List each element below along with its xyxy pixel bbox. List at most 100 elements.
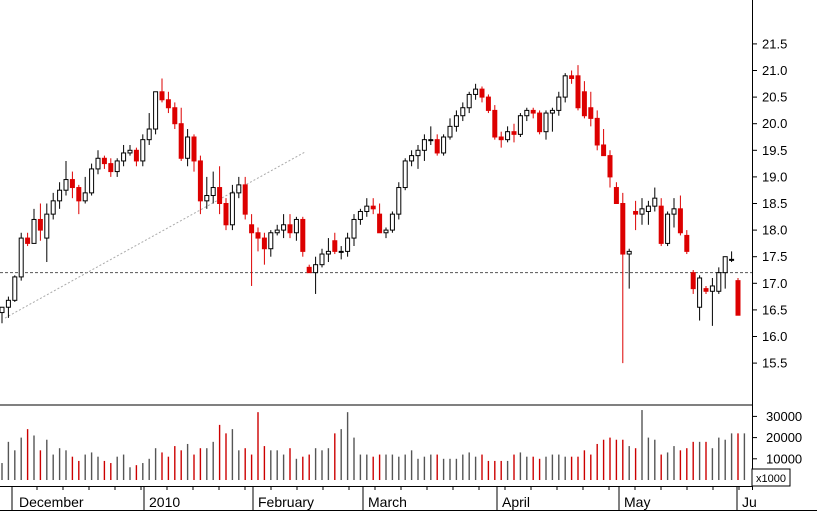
candle-body	[729, 258, 735, 261]
candle	[204, 176, 210, 209]
candle-body	[255, 232, 261, 239]
trend-line	[4, 151, 306, 319]
candle	[543, 110, 549, 140]
candle	[569, 70, 575, 84]
candle	[114, 158, 120, 177]
candle-body	[402, 160, 408, 189]
candle-body	[12, 276, 18, 301]
candle-body	[127, 149, 133, 154]
candle-body	[159, 91, 165, 101]
candle-body	[364, 205, 370, 212]
candle-body	[223, 203, 229, 226]
candle	[108, 158, 114, 177]
candle	[492, 105, 498, 140]
candle-body	[357, 210, 363, 220]
price-tick-label: 21.0	[762, 63, 787, 78]
candle	[133, 147, 139, 167]
candle	[537, 110, 543, 135]
candle	[121, 144, 127, 167]
candle-body	[191, 136, 197, 162]
volume-axis-labels: 10000 20000 30000	[752, 409, 802, 466]
candle	[332, 232, 338, 255]
candle	[357, 208, 363, 225]
candle-body	[370, 205, 376, 210]
candle-body	[652, 197, 658, 207]
candle	[50, 192, 56, 220]
candle-body	[537, 112, 543, 133]
candle	[716, 267, 722, 294]
candle	[12, 275, 18, 302]
candle-body	[325, 250, 331, 255]
candle	[505, 126, 511, 143]
candle	[607, 150, 613, 188]
price-tick-label: 19.0	[762, 169, 787, 184]
candle	[268, 230, 274, 257]
candle	[671, 198, 677, 228]
candle-body	[338, 250, 344, 253]
candle	[325, 238, 331, 263]
candle	[191, 134, 197, 172]
candle	[95, 150, 101, 175]
candle	[345, 232, 351, 257]
candle-body	[121, 152, 127, 162]
candle-body	[114, 160, 120, 173]
candle	[377, 203, 383, 234]
candle-body	[351, 218, 357, 239]
candle-body	[588, 107, 594, 119]
time-tick-label: Ju	[742, 494, 757, 510]
candle-body	[594, 117, 600, 146]
candle	[581, 81, 587, 119]
candle	[293, 216, 299, 241]
candle	[249, 214, 255, 286]
candle	[556, 91, 562, 116]
candle-body	[37, 218, 43, 231]
candle-body	[25, 237, 31, 244]
candle-body	[716, 272, 722, 292]
candle	[626, 248, 632, 289]
price-tick-label: 17.5	[762, 249, 787, 264]
candle	[274, 224, 280, 236]
candle-body	[249, 224, 255, 234]
candle-body	[44, 213, 50, 239]
candle-body	[601, 144, 607, 157]
candle	[101, 155, 107, 169]
candle-body	[108, 163, 114, 173]
candle	[524, 107, 530, 122]
candle-body	[697, 277, 703, 308]
candle-body	[5, 299, 11, 308]
candle	[665, 211, 671, 247]
candle-body	[447, 125, 453, 138]
volume-bars	[1, 410, 746, 480]
candle-body	[581, 91, 587, 117]
time-axis-labels: December 2010 February March April May Ju	[11, 486, 757, 510]
candle	[89, 163, 95, 196]
reference-line-layer	[0, 151, 752, 319]
price-tick-label: 19.5	[762, 143, 787, 158]
candle	[421, 134, 427, 161]
candle-body	[313, 264, 319, 274]
candle-body	[434, 139, 440, 154]
candle-body	[217, 187, 223, 204]
candle	[594, 110, 600, 151]
candle-body	[722, 256, 728, 274]
candle	[517, 113, 523, 137]
candle-body	[677, 208, 683, 234]
candle-body	[31, 218, 37, 244]
candle-body	[210, 187, 216, 197]
candle	[633, 200, 639, 231]
candle	[223, 198, 229, 231]
candle	[684, 230, 690, 255]
candle	[31, 208, 37, 244]
candle	[703, 285, 709, 294]
candle-body	[345, 237, 351, 252]
candle	[82, 176, 88, 204]
candle-body	[421, 139, 427, 151]
candle-body	[492, 109, 498, 138]
candle	[562, 73, 568, 103]
candle	[690, 270, 696, 294]
candle	[588, 91, 594, 127]
price-tick-label: 18.5	[762, 196, 787, 211]
candle-body	[268, 232, 274, 250]
